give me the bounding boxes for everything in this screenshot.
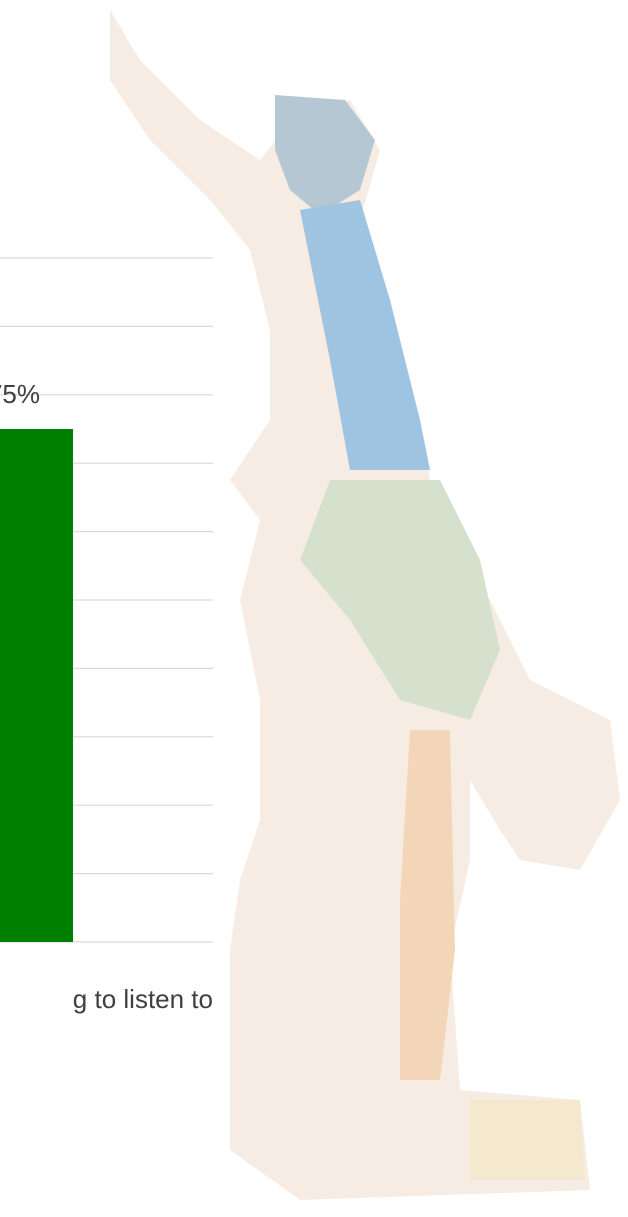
decorative-figure xyxy=(110,10,620,1200)
figure-shorts xyxy=(300,480,500,720)
x-tick-label: g to listen to xyxy=(73,984,213,1014)
figure-torso xyxy=(300,200,430,470)
figure-leg xyxy=(400,730,455,1080)
figure-head xyxy=(275,95,375,215)
bar xyxy=(0,429,73,942)
data-label: 75% xyxy=(0,379,40,409)
figure-foot xyxy=(470,1100,585,1180)
